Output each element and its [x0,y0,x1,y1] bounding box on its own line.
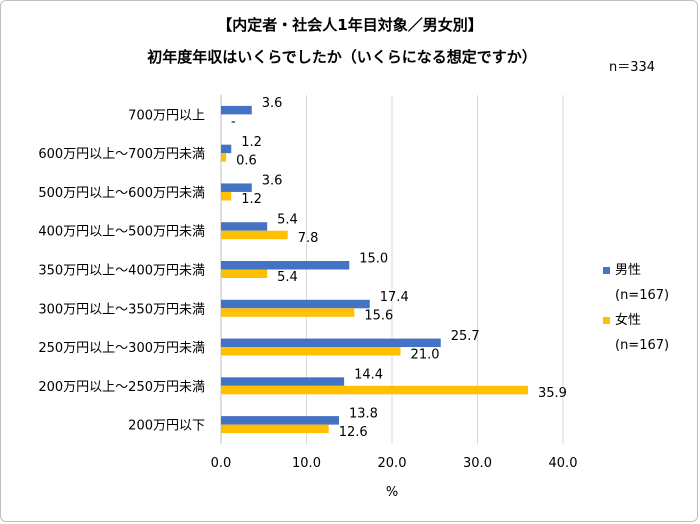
data-label-female: 7.8 [298,231,319,246]
data-label-male: 13.8 [349,406,378,421]
bar-female [221,153,227,162]
category-label: 600万円以上～700万円未満 [38,147,205,162]
bar-female [221,191,232,201]
data-label-male: 3.6 [262,174,283,189]
bar-male [221,261,350,270]
legend-n-female: (n=167) [615,338,670,353]
category-label: 200万円以下 [128,419,205,434]
bar-female [221,269,268,278]
category-label: 700万円以上 [128,108,205,123]
category-label: 500万円以上～600万円未満 [38,186,205,201]
x-tick-label: 40.0 [549,456,578,471]
sample-size-label: n＝334 [609,60,656,75]
data-label-male: 14.4 [354,368,383,383]
bar-male [221,105,252,115]
data-label-female: 1.2 [241,192,262,207]
bar-male [221,377,345,386]
bar-male [221,144,232,154]
category-label: 250万円以上～300万円未満 [38,341,205,356]
bar-female [221,385,528,395]
category-label: 200万円以上～250万円未満 [38,380,205,395]
data-label-male: 3.6 [262,96,283,111]
bar-male [221,299,370,309]
category-label: 300万円以上～350万円未満 [38,302,205,317]
data-label-male: 1.2 [241,135,262,150]
x-axis-title: % [386,485,398,500]
chart-title: 【内定者・社会人1年目対象／男女別】 [217,16,483,34]
bar-female [221,347,401,356]
bar-male [221,416,339,425]
data-label-female: 0.6 [236,153,257,168]
legend-n-male: (n=167) [615,288,670,303]
x-tick-label: 10.0 [292,456,321,471]
category-label: 350万円以上～400万円未満 [38,264,205,279]
data-label-male: 5.4 [277,212,298,227]
bar-female [221,230,288,240]
bar-male [221,222,268,231]
data-label-male: 15.0 [359,251,388,266]
data-label-male: 17.4 [380,290,409,305]
data-label-male: 25.7 [451,329,480,344]
legend-swatch-male [603,267,610,274]
data-label-female: 15.6 [364,309,393,324]
bar-male [221,338,441,348]
x-tick-label: 0.0 [211,456,232,471]
legend-label-male: 男性 [615,263,642,278]
x-tick-label: 20.0 [378,456,407,471]
x-tick-label: 30.0 [463,456,492,471]
data-label-female: 35.9 [538,386,567,401]
bar-female [221,308,355,317]
bar-female [221,424,329,434]
legend-item-female: 女性 [603,308,669,333]
legend-item-male: 男性 [603,258,669,283]
data-label-female: 21.0 [411,347,440,362]
legend: 男性 (n=167) 女性 (n=167) [603,258,669,358]
data-label-female: 12.6 [339,425,368,440]
data-label-female: 5.4 [277,270,298,285]
chart-subtitle: 初年度年収はいくらでしたか（いくらになる想定ですか） [147,48,537,66]
category-label: 400万円以上～500万円未満 [38,225,205,240]
legend-label-female: 女性 [615,313,642,328]
bar-male [221,183,252,192]
data-label-female: - [231,115,236,130]
legend-swatch-female [603,317,610,324]
